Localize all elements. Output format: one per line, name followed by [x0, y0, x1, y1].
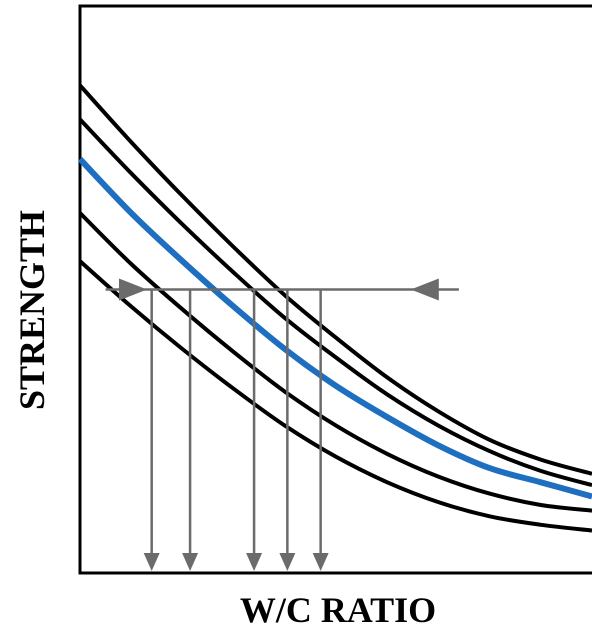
curves-group [77, 84, 592, 533]
curve-2 [78, 118, 592, 488]
x-axis-label: W/C RATIO [240, 590, 436, 630]
drop-arrow-5 [312, 553, 329, 571]
curve-1 [78, 84, 592, 476]
plot-frame [78, 4, 592, 575]
drop-arrow-3 [246, 553, 263, 571]
curve-4 [78, 211, 592, 513]
drop-arrow-1 [143, 553, 160, 571]
drop-arrow-4 [279, 553, 296, 571]
reference-arrow-left [410, 278, 439, 301]
guides-group [105, 278, 459, 571]
highlighted-curve [77, 157, 592, 500]
drop-arrow-2 [182, 553, 199, 571]
curve-5 [78, 259, 592, 533]
reference-arrow-right [118, 278, 147, 301]
y-axis-label: STRENGTH [12, 210, 52, 410]
